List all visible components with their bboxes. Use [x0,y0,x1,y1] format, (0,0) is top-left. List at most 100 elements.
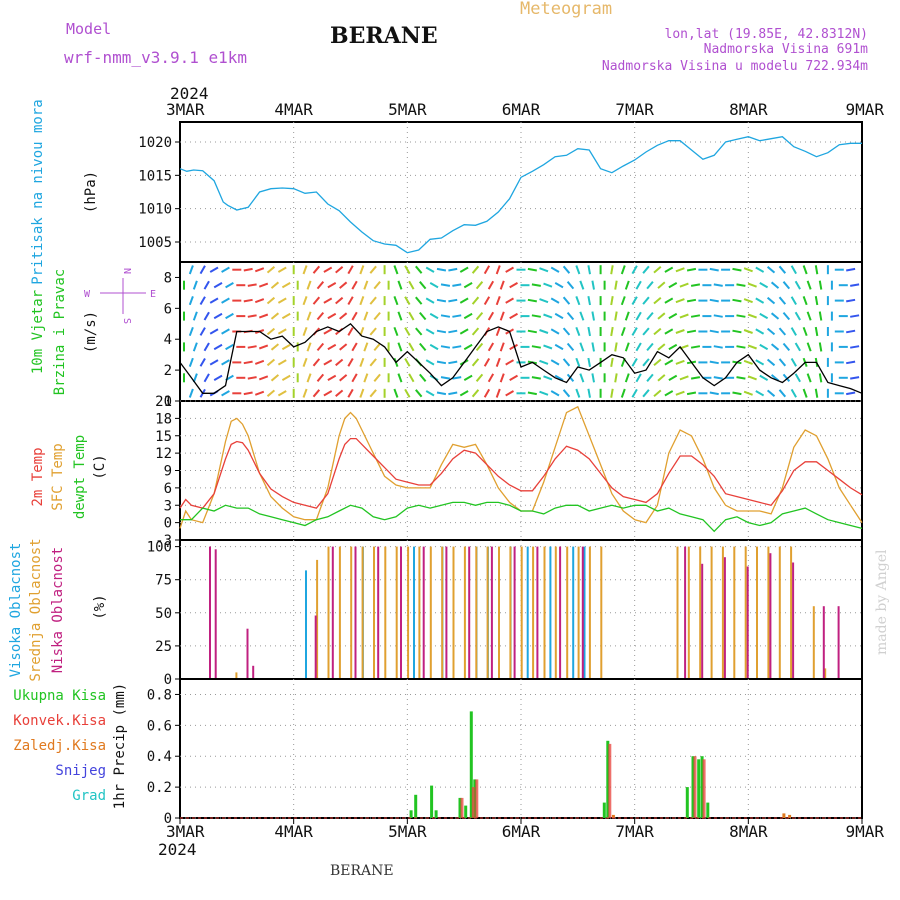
wind-arrow [448,298,458,303]
wind-arrow [531,283,541,287]
temp-ylabel-1: 2m Temp [30,447,46,506]
cloud-mid-bar [350,546,353,679]
wind-arrow [225,282,234,289]
wind-arrow [794,280,801,290]
wind-arrow [363,373,369,383]
elevation-label: Nadmorska Visina 691m [704,42,869,57]
dewpt-line [180,501,863,533]
cloud-low-bar [331,546,334,679]
wind-arrow [339,281,348,289]
wind-arrow [243,298,253,303]
cloud-ylabel-2: Srednja Oblacnost [28,538,44,681]
y-tick-label: 25 [155,639,172,655]
wind-arrow [373,342,381,352]
wind-arrow [459,390,469,397]
date-label-bottom: 6MAR [502,822,541,841]
y-tick-label: 3 [164,498,172,514]
wind-arrow [770,281,780,289]
wind-arrow [736,376,746,380]
wind-arrow [591,342,595,352]
wind-arrow [846,391,856,396]
wind-arrow [818,342,823,352]
wind-arrow [452,283,462,287]
y-tick-label: 4 [164,332,172,348]
wind-arrow [475,342,484,352]
wind-arrow [312,265,321,274]
wind-arrow [471,265,480,274]
wind-arrow [323,390,333,397]
wind-arrow [642,265,650,274]
wind-arrow [199,296,206,305]
cloud-low-bar [559,546,562,679]
wind-ylabel-2: Brzina i Pravac [52,269,68,395]
wind-arrow [713,314,723,318]
wind-arrow [483,388,491,398]
wind-arrow [732,298,742,303]
precip-frozen-bar [782,813,786,818]
wind-arrow [335,358,344,367]
wind-arrow [351,342,358,352]
wind-arrow [664,359,674,366]
wind-arrow [495,388,501,398]
cloud-mid-bar [588,546,591,679]
wind-arrow [610,357,614,367]
date-label-top: 4MAR [274,100,313,119]
wind-arrow [213,343,223,351]
wind-arrow [335,389,344,397]
wind-arrow [302,296,308,306]
wind-arrow [302,357,308,367]
cloud-mid-bar [498,546,500,679]
precip-total-bar [430,785,434,818]
precip-total-bar [606,740,610,818]
wind-arrow [192,373,198,383]
wind-arrow [266,266,276,274]
wind-arrow [575,265,581,275]
footer-station: BERANE [330,863,394,879]
wind-arrow [802,296,808,306]
wind-arrow [312,358,321,367]
wind-arrow [846,267,856,272]
wind-arrow [419,311,427,321]
model-label: Model [66,20,111,38]
model-name: wrf-nmm_v3.9.1 e1km [64,48,247,67]
cloud-mid-bar [566,546,569,679]
wind-arrow [509,312,518,320]
wind-arrow [790,265,797,275]
wind-arrow [653,266,662,274]
wind-arrow [646,281,654,290]
wind-arrow [566,311,575,321]
wind-arrow [846,298,856,303]
wind-arrow [794,373,801,383]
wind-arrow [747,282,757,288]
wind-arrow [266,389,276,397]
wind-arrow [209,297,219,304]
made-by: made by Angel [874,549,890,655]
precip-total-bar [602,802,606,818]
wind-arrow [487,342,495,352]
wind-arrow [243,360,253,365]
wind-arrow [818,373,823,383]
wind-arrow [463,374,473,381]
wind-arrow [709,329,719,334]
wind-arrow [664,328,674,335]
wind-arrow [587,296,591,306]
y-tick-label: -3 [155,533,172,549]
wind-arrow [429,312,439,320]
pressure-unit: (hPa) [83,171,99,213]
y-tick-label: 75 [155,573,172,589]
wind-arrow [359,265,365,275]
wind-arrow [713,283,723,287]
wind-arrow [736,314,746,318]
wind-arrow [258,313,269,319]
precip-total-bar [691,756,695,818]
wind-arrow [614,342,618,352]
wind-arrow [610,326,614,337]
wind-arrow [188,357,194,367]
wind-arrow [302,326,308,337]
wind-arrow [850,345,860,349]
wind-arrow [759,312,769,320]
wind-arrow [802,265,808,275]
wind-arrow [790,358,797,367]
cloud-mid-bar [676,546,679,679]
wind-arrow [419,342,427,352]
